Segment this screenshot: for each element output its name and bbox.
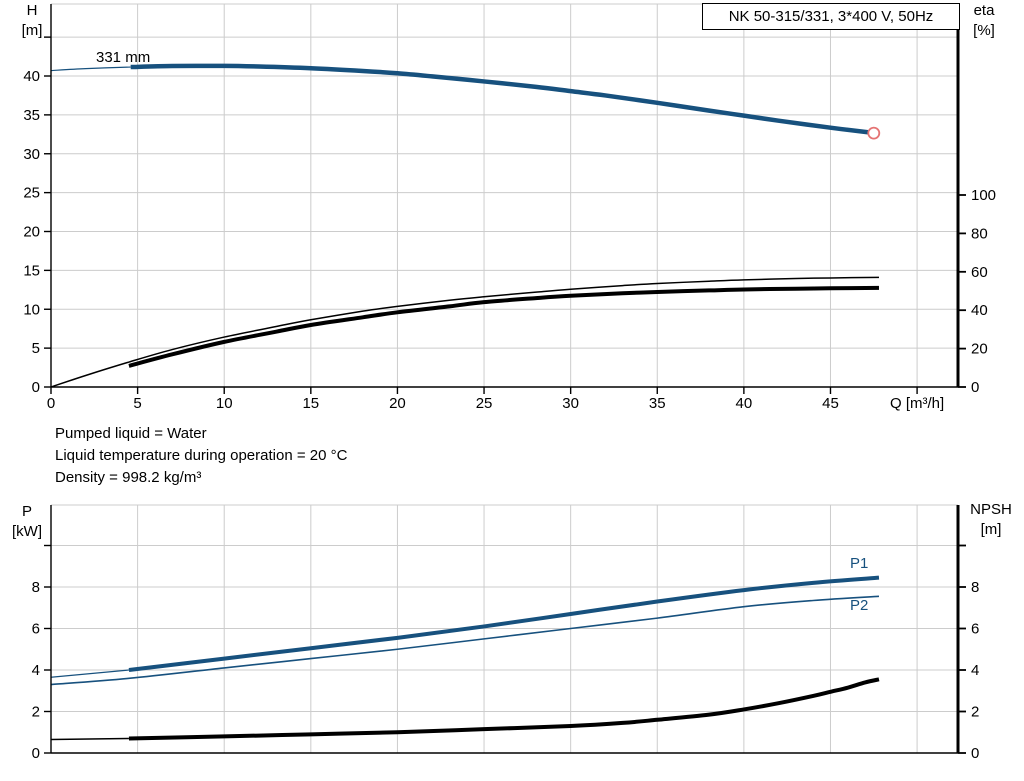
chart-bottom-curve-p1 xyxy=(128,575,880,672)
chart-top-right-tick-label: 40 xyxy=(971,302,988,319)
info-line-temperature: Liquid temperature during operation = 20… xyxy=(55,447,348,464)
chart-top-left-tick-label: 15 xyxy=(23,262,40,279)
p-axis-label-line2: [kW] xyxy=(12,523,42,540)
h-axis-label-line1: H xyxy=(26,2,38,19)
npsh-axis-label-line2: [m] xyxy=(980,521,1002,538)
p2-curve-label: P2 xyxy=(850,597,869,614)
chart-bottom-left-tick-label: 4 xyxy=(32,662,40,679)
chart-bottom-right-tick-label: 8 xyxy=(971,579,979,596)
chart-top-left-tick-label: 30 xyxy=(23,146,40,163)
npsh-axis-label-line1: NPSH xyxy=(970,501,1012,518)
chart-top-curve-eta-pump-motor xyxy=(128,285,879,368)
chart-top-x-tick-label: 45 xyxy=(822,395,839,412)
info-line-liquid: Pumped liquid = Water xyxy=(55,425,207,442)
chart-bottom-left-tick-label: 2 xyxy=(32,704,40,721)
impeller-diameter-annotation: 331 mm xyxy=(96,49,151,66)
chart-bottom-right-tick-label: 0 xyxy=(971,745,979,762)
chart-top-left-tick-label: 10 xyxy=(23,301,40,318)
chart-bottom-curve-npsh xyxy=(128,677,880,741)
chart-top-x-tick-label: 10 xyxy=(216,395,233,412)
chart-bottom-right-tick-label: 2 xyxy=(971,704,979,721)
pumped-liquid-info: Pumped liquid = Water Liquid temperature… xyxy=(55,423,347,489)
p-axis-label: P [kW] xyxy=(6,502,48,542)
chart-bottom-curve-p2 xyxy=(50,595,880,686)
chart-top-right-tick-label: 100 xyxy=(971,187,996,204)
pump-title-box: NK 50-315/331, 3*400 V, 50Hz xyxy=(702,3,960,30)
chart-top-x-tick-label: 5 xyxy=(133,395,141,412)
chart-top-x-tick-label: 35 xyxy=(649,395,666,412)
chart-top-x-tick-label: 40 xyxy=(736,395,753,412)
chart-bottom-right-tick-label: 6 xyxy=(971,621,979,638)
chart-top-left-tick-label: 40 xyxy=(23,68,40,85)
p1-curve-label: P1 xyxy=(850,555,869,572)
p-axis-label-line1: P xyxy=(21,503,32,520)
chart-bottom-right-tick-label: 4 xyxy=(971,662,979,679)
eta-axis-label-line2: [%] xyxy=(973,22,995,39)
chart-top-x-tick-label: 25 xyxy=(476,395,493,412)
h-axis-label: H [m] xyxy=(12,1,52,41)
chart-top-right-tick-label: 80 xyxy=(971,225,988,242)
chart-top-left-tick-label: 25 xyxy=(23,185,40,202)
chart-bottom-left-tick-label: 8 xyxy=(32,579,40,596)
chart-top-curve-head-lead xyxy=(50,66,131,72)
chart-top-curve-head-331mm xyxy=(130,63,873,135)
chart-top-x-tick-label: 0 xyxy=(47,395,55,412)
info-line-density: Density = 998.2 kg/m³ xyxy=(55,469,202,486)
h-axis-label-line2: [m] xyxy=(21,22,43,39)
chart-bottom-curve-p1-lead xyxy=(50,669,130,678)
chart-top-curve-eta-pump xyxy=(50,276,879,388)
chart-bottom-left-tick-label: 6 xyxy=(32,621,40,638)
eta-axis-label: eta [%] xyxy=(966,1,1002,41)
chart-top-left-tick-label: 5 xyxy=(32,340,40,357)
chart-top-right-tick-label: 60 xyxy=(971,264,988,281)
chart-top-left-tick-label: 0 xyxy=(32,379,40,396)
chart-top-x-tick-label: 30 xyxy=(562,395,579,412)
chart-top-duty-point-marker xyxy=(867,126,881,140)
chart-bottom-left-tick-label: 0 xyxy=(32,745,40,762)
chart-top-left-tick-label: 35 xyxy=(23,107,40,124)
chart-top-x-tick-label: 20 xyxy=(389,395,406,412)
chart-bottom-curve-npsh-lead xyxy=(50,737,129,741)
npsh-axis-label: NPSH [m] xyxy=(965,500,1017,540)
chart-top-x-tick-label: 15 xyxy=(302,395,319,412)
chart-top-right-tick-label: 0 xyxy=(971,379,979,396)
chart-top-x-axis-title: Q [m³/h] xyxy=(890,395,944,412)
chart-top-right-tick-label: 20 xyxy=(971,341,988,358)
chart-top-left-tick-label: 20 xyxy=(23,224,40,241)
eta-axis-label-line1: eta xyxy=(973,2,995,19)
